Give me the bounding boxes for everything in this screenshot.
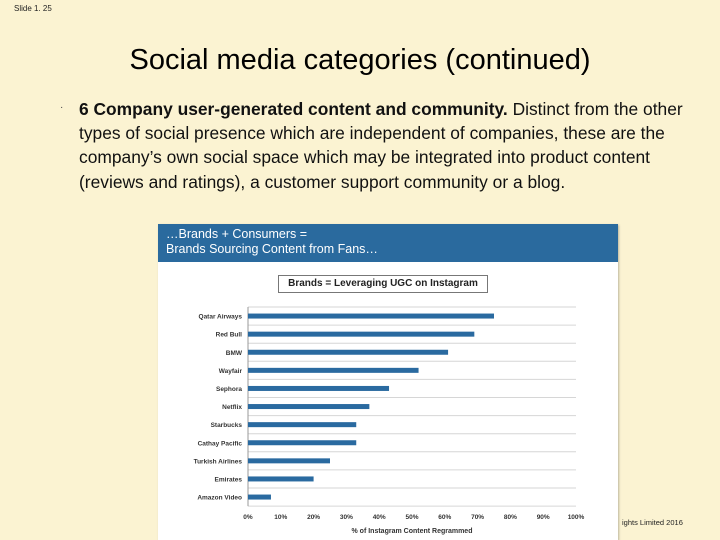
bar-qatar-airways (248, 313, 494, 319)
x-tick-label: 100% (568, 514, 585, 521)
x-tick-label: 80% (504, 514, 517, 521)
bullet-marker: · (60, 102, 64, 113)
bar-emirates (248, 476, 314, 482)
x-tick-label: 40% (373, 514, 386, 521)
figure-banner: …Brands + Consumers = Brands Sourcing Co… (158, 224, 618, 262)
banner-line-1: …Brands + Consumers = (166, 227, 308, 241)
category-label: Turkish Airlines (194, 458, 243, 465)
x-tick-label: 0% (243, 514, 253, 521)
category-label: BMW (226, 350, 243, 357)
bullet-body: Distinct from the other types of social … (79, 99, 683, 192)
copyright-footer: ights Limited 2016 (622, 518, 683, 527)
bar-turkish-airlines (248, 458, 330, 464)
category-label: Sephora (216, 386, 242, 393)
category-label: Wayfair (219, 368, 243, 375)
x-tick-label: 70% (471, 514, 484, 521)
x-tick-label: 30% (340, 514, 353, 521)
bar-wayfair (248, 367, 419, 373)
chart-figure: …Brands + Consumers = Brands Sourcing Co… (158, 224, 618, 540)
chart-title: Brands = Leveraging UGC on Instagram (278, 275, 488, 293)
slide-title: Social media categories (continued) (129, 44, 591, 76)
banner-line-2: Brands Sourcing Content from Fans… (166, 242, 378, 256)
x-tick-label: 50% (405, 514, 418, 521)
bar-netflix (248, 404, 370, 410)
bar-bmw (248, 349, 449, 355)
bar-chart: Qatar Airways Red Bull BMW Wayfair Sephora Ne… (194, 306, 585, 535)
bullet-text: 6 Company user-generated content and com… (79, 97, 704, 194)
bar-amazon-video (248, 494, 271, 500)
category-label: Emirates (215, 476, 243, 483)
category-label: Amazon Video (197, 495, 242, 502)
slide-number: Slide 1. 25 (14, 4, 52, 13)
x-tick-label: 60% (438, 514, 451, 521)
bar-cathay-pacific (248, 440, 357, 446)
x-tick-label: 90% (537, 514, 550, 521)
x-axis-label: % of Instagram Content Regrammed (352, 528, 473, 535)
category-label: Starbucks (211, 422, 243, 429)
x-tick-label: 20% (307, 514, 320, 521)
bar-starbucks (248, 422, 357, 428)
x-tick-label: 10% (274, 514, 287, 521)
bar-red-bull (248, 331, 475, 337)
bullet-lead: 6 Company user-generated content and com… (79, 99, 508, 119)
category-label: Cathay Pacific (198, 440, 243, 447)
category-label: Qatar Airways (199, 314, 243, 321)
bar-sephora (248, 385, 390, 391)
category-label: Red Bull (216, 332, 243, 339)
category-label: Netflix (222, 404, 242, 411)
